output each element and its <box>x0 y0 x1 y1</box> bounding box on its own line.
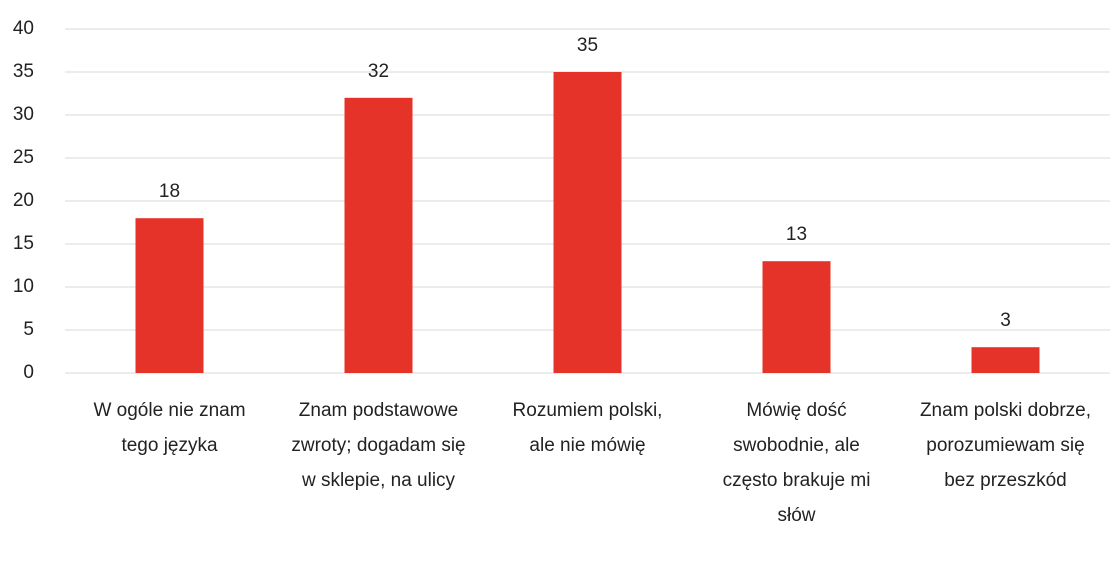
bar <box>344 97 413 374</box>
y-tick-label: 10 <box>13 276 34 297</box>
x-tick-label: Znam podstawowe zwroty; dogadam się w sk… <box>291 400 466 491</box>
x-tick-label: Rozumiem polski, ale nie mówię <box>512 400 663 456</box>
bar <box>135 218 204 373</box>
x-tick-label: W ogóle nie znam tego języka <box>93 400 246 456</box>
y-tick-label: 15 <box>13 233 34 254</box>
y-tick-label: 35 <box>13 61 34 82</box>
bar <box>553 72 622 373</box>
y-tick-label: 40 <box>13 18 34 39</box>
y-tick-label: 20 <box>13 190 34 211</box>
x-tick-label: Mówię dość swobodnie, ale często brakuje… <box>722 400 871 526</box>
y-tick-label: 0 <box>23 362 34 383</box>
value-label: 3 <box>1000 310 1011 331</box>
x-tick-label: Znam polski dobrze, porozumiewam się bez… <box>919 400 1092 491</box>
value-label: 18 <box>159 181 180 202</box>
bar <box>971 347 1040 373</box>
y-tick-label: 5 <box>23 319 34 340</box>
y-tick-label: 30 <box>13 104 34 125</box>
value-label: 32 <box>368 61 389 82</box>
bar <box>762 261 831 373</box>
value-label: 13 <box>786 224 807 245</box>
value-label: 35 <box>577 35 598 56</box>
y-tick-label: 25 <box>13 147 34 168</box>
